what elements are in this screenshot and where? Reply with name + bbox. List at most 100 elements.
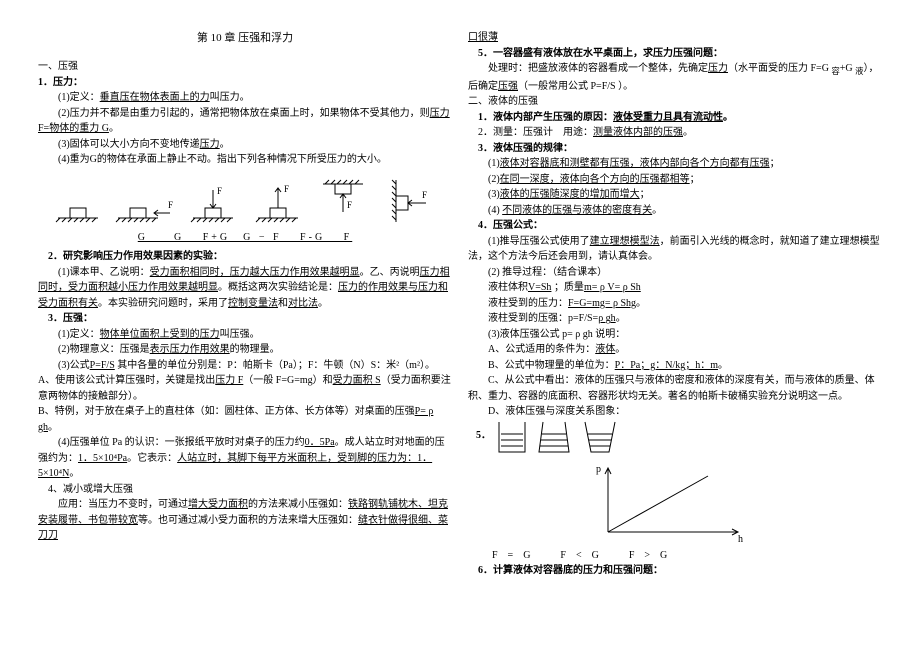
txt: 1．液体内部产生压强的原因： bbox=[478, 112, 613, 123]
txt: 的方法来减小压强如： bbox=[248, 499, 348, 510]
para: C、从公式中看出：液体的压强只与液体的密度和液体的深度有关，而与液体的质量、体积… bbox=[468, 373, 882, 404]
svg-text:F: F bbox=[168, 200, 173, 210]
para: (1)液体对容器底和测壁都有压强，液体内部向各个方向都有压强； bbox=[468, 156, 882, 172]
fg-comparison: F=G F<G F>G bbox=[492, 548, 882, 564]
weights-labels: G G F+G G − F F-G F bbox=[38, 230, 452, 246]
para: 液柱受到的压强：p=F/S=ρ gh。 bbox=[468, 311, 882, 327]
txt: (1)推导压强公式使用了 bbox=[488, 236, 590, 247]
para: (3)固体可以大小方向不变地传递压力。 bbox=[38, 137, 452, 153]
para: 1．液体内部产生压强的原因：液体受重力且具有流动性。 bbox=[468, 110, 882, 126]
txt: (4) bbox=[488, 205, 502, 216]
txt: 2．测量：压强计 用途： bbox=[478, 127, 593, 138]
txt: ； bbox=[690, 174, 700, 185]
underlined: 对比法 bbox=[288, 298, 318, 309]
underlined: 压力 bbox=[708, 63, 728, 74]
y-axis-label: p bbox=[596, 464, 601, 475]
txt: ； bbox=[640, 189, 650, 200]
para: A、公式适用的条件为：液体。 bbox=[468, 342, 882, 358]
underlined: 测量液体内部的压强 bbox=[593, 127, 683, 138]
force-diagrams: F F F bbox=[38, 172, 452, 228]
para: (1)定义：垂直压在物体表面上的力叫压力。 bbox=[38, 90, 452, 106]
underlined: V=Sh bbox=[528, 282, 551, 293]
underlined: 在同一深度，液体向各个方向的压强都相等 bbox=[500, 174, 690, 185]
para: 液柱体积V=Sh ；质量m= ρ V= ρ Sh bbox=[468, 280, 882, 296]
txt: B、特例，对于放在桌子上的直柱体（如：圆柱体、正方体、长方体等）对桌面的压强 bbox=[38, 406, 415, 417]
subscript: 液 bbox=[855, 67, 863, 76]
para: (1)定义：物体单位面积上受到的压力叫压强。 bbox=[38, 327, 452, 343]
underlined: 增大受力面积 bbox=[188, 499, 248, 510]
para: (2) 推导过程：（结合课本） bbox=[468, 265, 882, 281]
underlined: 压强 bbox=[498, 81, 518, 92]
txt: 。 bbox=[616, 313, 626, 324]
heading: 5．一容器盛有液体放在水平桌面上，求压力压强问题： bbox=[468, 46, 882, 62]
txt: 。 bbox=[683, 127, 693, 138]
txt: A、公式适用的条件为： bbox=[488, 344, 595, 355]
txt: 。本实验研究问题时，采用了 bbox=[98, 298, 228, 309]
heading: 4、减小或增大压强 bbox=[38, 482, 452, 498]
underlined: ρ gh bbox=[598, 313, 616, 324]
underlined: 压力 bbox=[200, 139, 220, 150]
para: 应用：当压力不变时，可通过增大受力面积的方法来减小压强如：铁路钢轨铺枕木、坦克安… bbox=[38, 497, 452, 544]
txt: （水平面受的压力 F=G bbox=[728, 63, 831, 74]
txt: 处理时：把盛放液体的容器看成一个整体，先确定 bbox=[488, 63, 708, 74]
heading: 6．计算液体对容器底的压力和压强问题： bbox=[468, 563, 882, 579]
underlined: F=G=mg= ρ Shg bbox=[568, 298, 636, 309]
txt: (1)定义： bbox=[58, 92, 100, 103]
para: B、公式中物理量的单位为：P：Pa；g：N/kg；h：m。 bbox=[468, 358, 882, 374]
txt: 。 bbox=[723, 112, 733, 123]
right-column: 口很薄 5．一容器盛有液体放在水平桌面上，求压力压强问题： 处理时：把盛放液体的… bbox=[460, 30, 890, 640]
heading: 一、压强 bbox=[38, 59, 452, 75]
txt: 。概括这两次实验结论是： bbox=[218, 282, 338, 293]
txt: （一般常用公式 P=F/S ）。 bbox=[518, 81, 633, 92]
txt: (1)定义： bbox=[58, 329, 100, 340]
para: D、液体压强与深度关系图象： bbox=[468, 404, 882, 420]
underlined: 控制变量法 bbox=[228, 298, 278, 309]
underlined: P：Pa；g：N/kg；h：m bbox=[615, 360, 718, 371]
txt: 液柱受到的压力： bbox=[488, 298, 568, 309]
txt: 液柱体积 bbox=[488, 282, 528, 293]
diagram-svg: F F F bbox=[48, 174, 442, 228]
underlined: 液体 bbox=[595, 344, 615, 355]
underlined: 口很薄 bbox=[468, 30, 882, 46]
underlined: 液体的压强随深度的增加而增大 bbox=[500, 189, 640, 200]
txt: 其中各量的单位分别是：P：帕斯卡（Pa）；F：牛顿（N）S：米²（m²）。 bbox=[115, 360, 435, 371]
txt: 液柱受到的压强：p=F/S= bbox=[488, 313, 598, 324]
txt: 等。也可通过减小受力面积的方法来增大压强如： bbox=[138, 515, 358, 526]
para: A、使用该公式计算压强时，关键是找出压力 F（一般 F=G=mg）和受力面积 S… bbox=[38, 373, 452, 404]
txt: 应用：当压力不变时，可通过 bbox=[58, 499, 188, 510]
underlined: 表示压力作用效果 bbox=[150, 344, 230, 355]
txt: (3) bbox=[488, 189, 500, 200]
txt: 的物理量。 bbox=[230, 344, 280, 355]
para: (2)压力并不都是由重力引起的，通常把物体放在桌面上时，如果物体不受其他力，则压… bbox=[38, 106, 452, 137]
heading: 3．液体压强的规律： bbox=[468, 141, 882, 157]
document-title: 第 10 章 压强和浮力 bbox=[38, 30, 452, 47]
txt: 和 bbox=[278, 298, 288, 309]
svg-text:F: F bbox=[284, 184, 289, 194]
para: (3)液体压强公式 p= ρ gh 说明： bbox=[468, 327, 882, 343]
txt: A、使用该公式计算压强时，关键是找出 bbox=[38, 375, 215, 386]
txt: 。 bbox=[718, 360, 728, 371]
underlined: 液体受重力且具有流动性 bbox=[613, 112, 723, 123]
txt: (2)压力并不都是由重力引起的，通常把物体放在桌面上时，如果物体不受其他力，则 bbox=[58, 108, 430, 119]
para: (1)推导压强公式使用了建立理想模型法，前面引入光线的概念时，就知道了建立理想模… bbox=[468, 234, 882, 265]
txt: 。 bbox=[220, 139, 230, 150]
txt: 叫压力。 bbox=[210, 92, 250, 103]
txt: 叫压强。 bbox=[220, 329, 260, 340]
underlined: 压力 F bbox=[215, 375, 243, 386]
para: (2)在同一深度，液体向各个方向的压强都相等； bbox=[468, 172, 882, 188]
underlined: 受力面积 S bbox=[333, 375, 381, 386]
txt: 。它表示： bbox=[127, 453, 177, 464]
underlined: 不同液体的压强与液体的密度有关 bbox=[502, 205, 652, 216]
txt: 。 bbox=[318, 298, 328, 309]
underlined: P=F/S bbox=[90, 360, 115, 371]
heading: 4．压强公式： bbox=[468, 218, 882, 234]
underlined: 受力面积相同时，压力越大压力作用效果越明显 bbox=[150, 267, 360, 278]
para: (1)课本甲、乙说明：受力面积相同时，压力越大压力作用效果越明显。乙、丙说明压力… bbox=[38, 265, 452, 312]
subscript: 容 bbox=[831, 67, 839, 76]
underlined: 0．5Pa bbox=[305, 437, 335, 448]
txt: (4)压强单位 Pa 的认识：一张报纸平放时对桌子的压力约 bbox=[58, 437, 305, 448]
svg-text:F: F bbox=[217, 186, 222, 196]
underlined: 液体对容器底和测壁都有压强，液体内部向各个方向都有压强 bbox=[500, 158, 770, 169]
txt: 。 bbox=[69, 468, 79, 479]
para: B、特例，对于放在桌子上的直柱体（如：圆柱体、正方体、长方体等）对桌面的压强P=… bbox=[38, 404, 452, 435]
